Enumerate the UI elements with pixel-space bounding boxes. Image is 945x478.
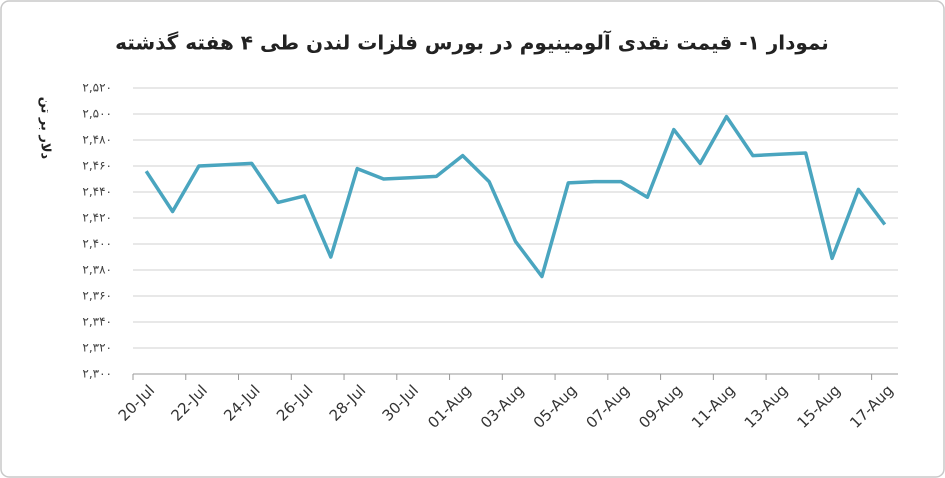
y-tick-label: ۲,۳۴۰ [82, 315, 112, 329]
y-tick-label: ۲,۴۶۰ [82, 159, 112, 173]
y-axis-label: دلار بر تن [38, 97, 53, 160]
y-tick-label: ۲,۴۲۰ [82, 211, 112, 225]
y-tick-label: ۲,۴۰۰ [82, 237, 112, 251]
y-tick-label: ۲,۳۲۰ [82, 341, 112, 355]
y-tick-label: ۲,۳۶۰ [82, 289, 112, 303]
data-line [144, 114, 887, 279]
y-tick-label: ۲,۳۰۰ [82, 367, 112, 381]
y-tick-label: ۲,۳۸۰ [82, 263, 112, 277]
y-tick-label: ۲,۴۴۰ [82, 185, 112, 199]
y-tick-label: ۲,۵۲۰ [82, 81, 112, 95]
y-tick-label: ۲,۵۰۰ [82, 107, 112, 121]
chart-title: نمودار ۱- قیمت نقدی آلومینیوم در بورس فل… [115, 30, 829, 55]
y-tick-label: ۲,۴۸۰ [82, 133, 112, 147]
